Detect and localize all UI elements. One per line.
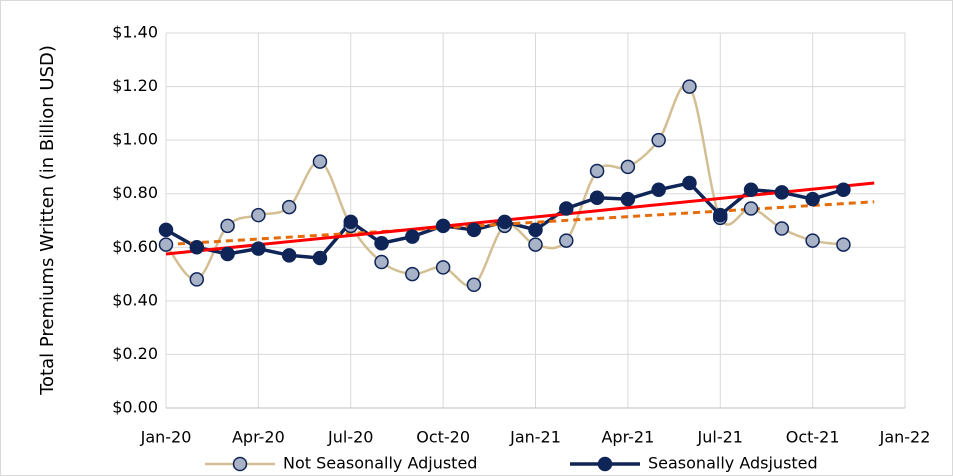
data-point [743,182,759,197]
x-tick-label: Oct-21 [786,428,840,447]
data-point [497,214,512,230]
data-point [774,185,790,200]
data-point [682,175,697,191]
data-point [220,246,235,262]
data-point [559,201,574,216]
data-point [281,248,297,263]
data-point [435,260,451,275]
data-point [836,182,851,197]
y-tick-label: $1.00 [112,130,158,149]
x-tick-label: Apr-21 [601,428,654,447]
trendline [165,181,875,256]
data-point [589,190,605,205]
data-point [682,79,697,94]
data-point [189,272,205,287]
data-point [158,237,174,252]
data-point [251,207,266,223]
x-tick-label: Apr-20 [232,428,285,447]
data-point [651,132,666,148]
data-point [220,218,235,234]
data-point [743,201,759,216]
data-point [589,163,605,179]
data-point [805,191,820,207]
y-tick-label: $0.00 [112,398,158,417]
data-point [774,221,790,236]
data-point [374,236,389,251]
data-point [620,159,636,175]
data-point [251,241,266,256]
data-point [189,240,205,255]
legend-marker [597,456,613,472]
data-point [435,218,451,234]
y-tick-label: $0.40 [112,290,158,309]
data-point [528,222,543,238]
y-tick-label: $1.20 [112,76,158,95]
data-point [466,277,482,293]
data-point [374,254,389,270]
x-tick-label: Jan-20 [140,428,192,447]
legend-marker [232,456,248,472]
y-tick-label: $0.20 [112,344,158,363]
data-point [312,250,328,266]
data-point [805,233,820,248]
data-point [651,182,666,197]
data-point [405,266,420,282]
y-tick-label: $1.40 [112,23,158,42]
legend-label: Not Seasonally Adjusted [283,454,477,473]
data-point [312,154,328,169]
x-tick-label: Jan-21 [509,428,561,447]
x-tick-label: Oct-20 [416,428,470,447]
data-point [158,222,174,238]
data-point [836,237,851,252]
y-tick-label: $0.80 [112,183,158,202]
data-point [343,214,358,230]
data-point [620,191,636,207]
y-tick-label: $0.60 [112,237,158,256]
x-tick-label: Jan-22 [879,428,931,447]
data-point [713,207,728,223]
y-axis-label: Total Premiums Written (in Billion USD) [37,45,58,396]
x-tick-label: Jul-20 [327,428,373,447]
data-point [559,233,574,248]
data-point [281,199,297,215]
data-point [405,229,420,244]
data-point [466,222,482,238]
legend-label: Seasonally Adsjusted [648,454,818,473]
x-tick-label: Jul-21 [697,428,743,447]
data-point [528,237,543,252]
